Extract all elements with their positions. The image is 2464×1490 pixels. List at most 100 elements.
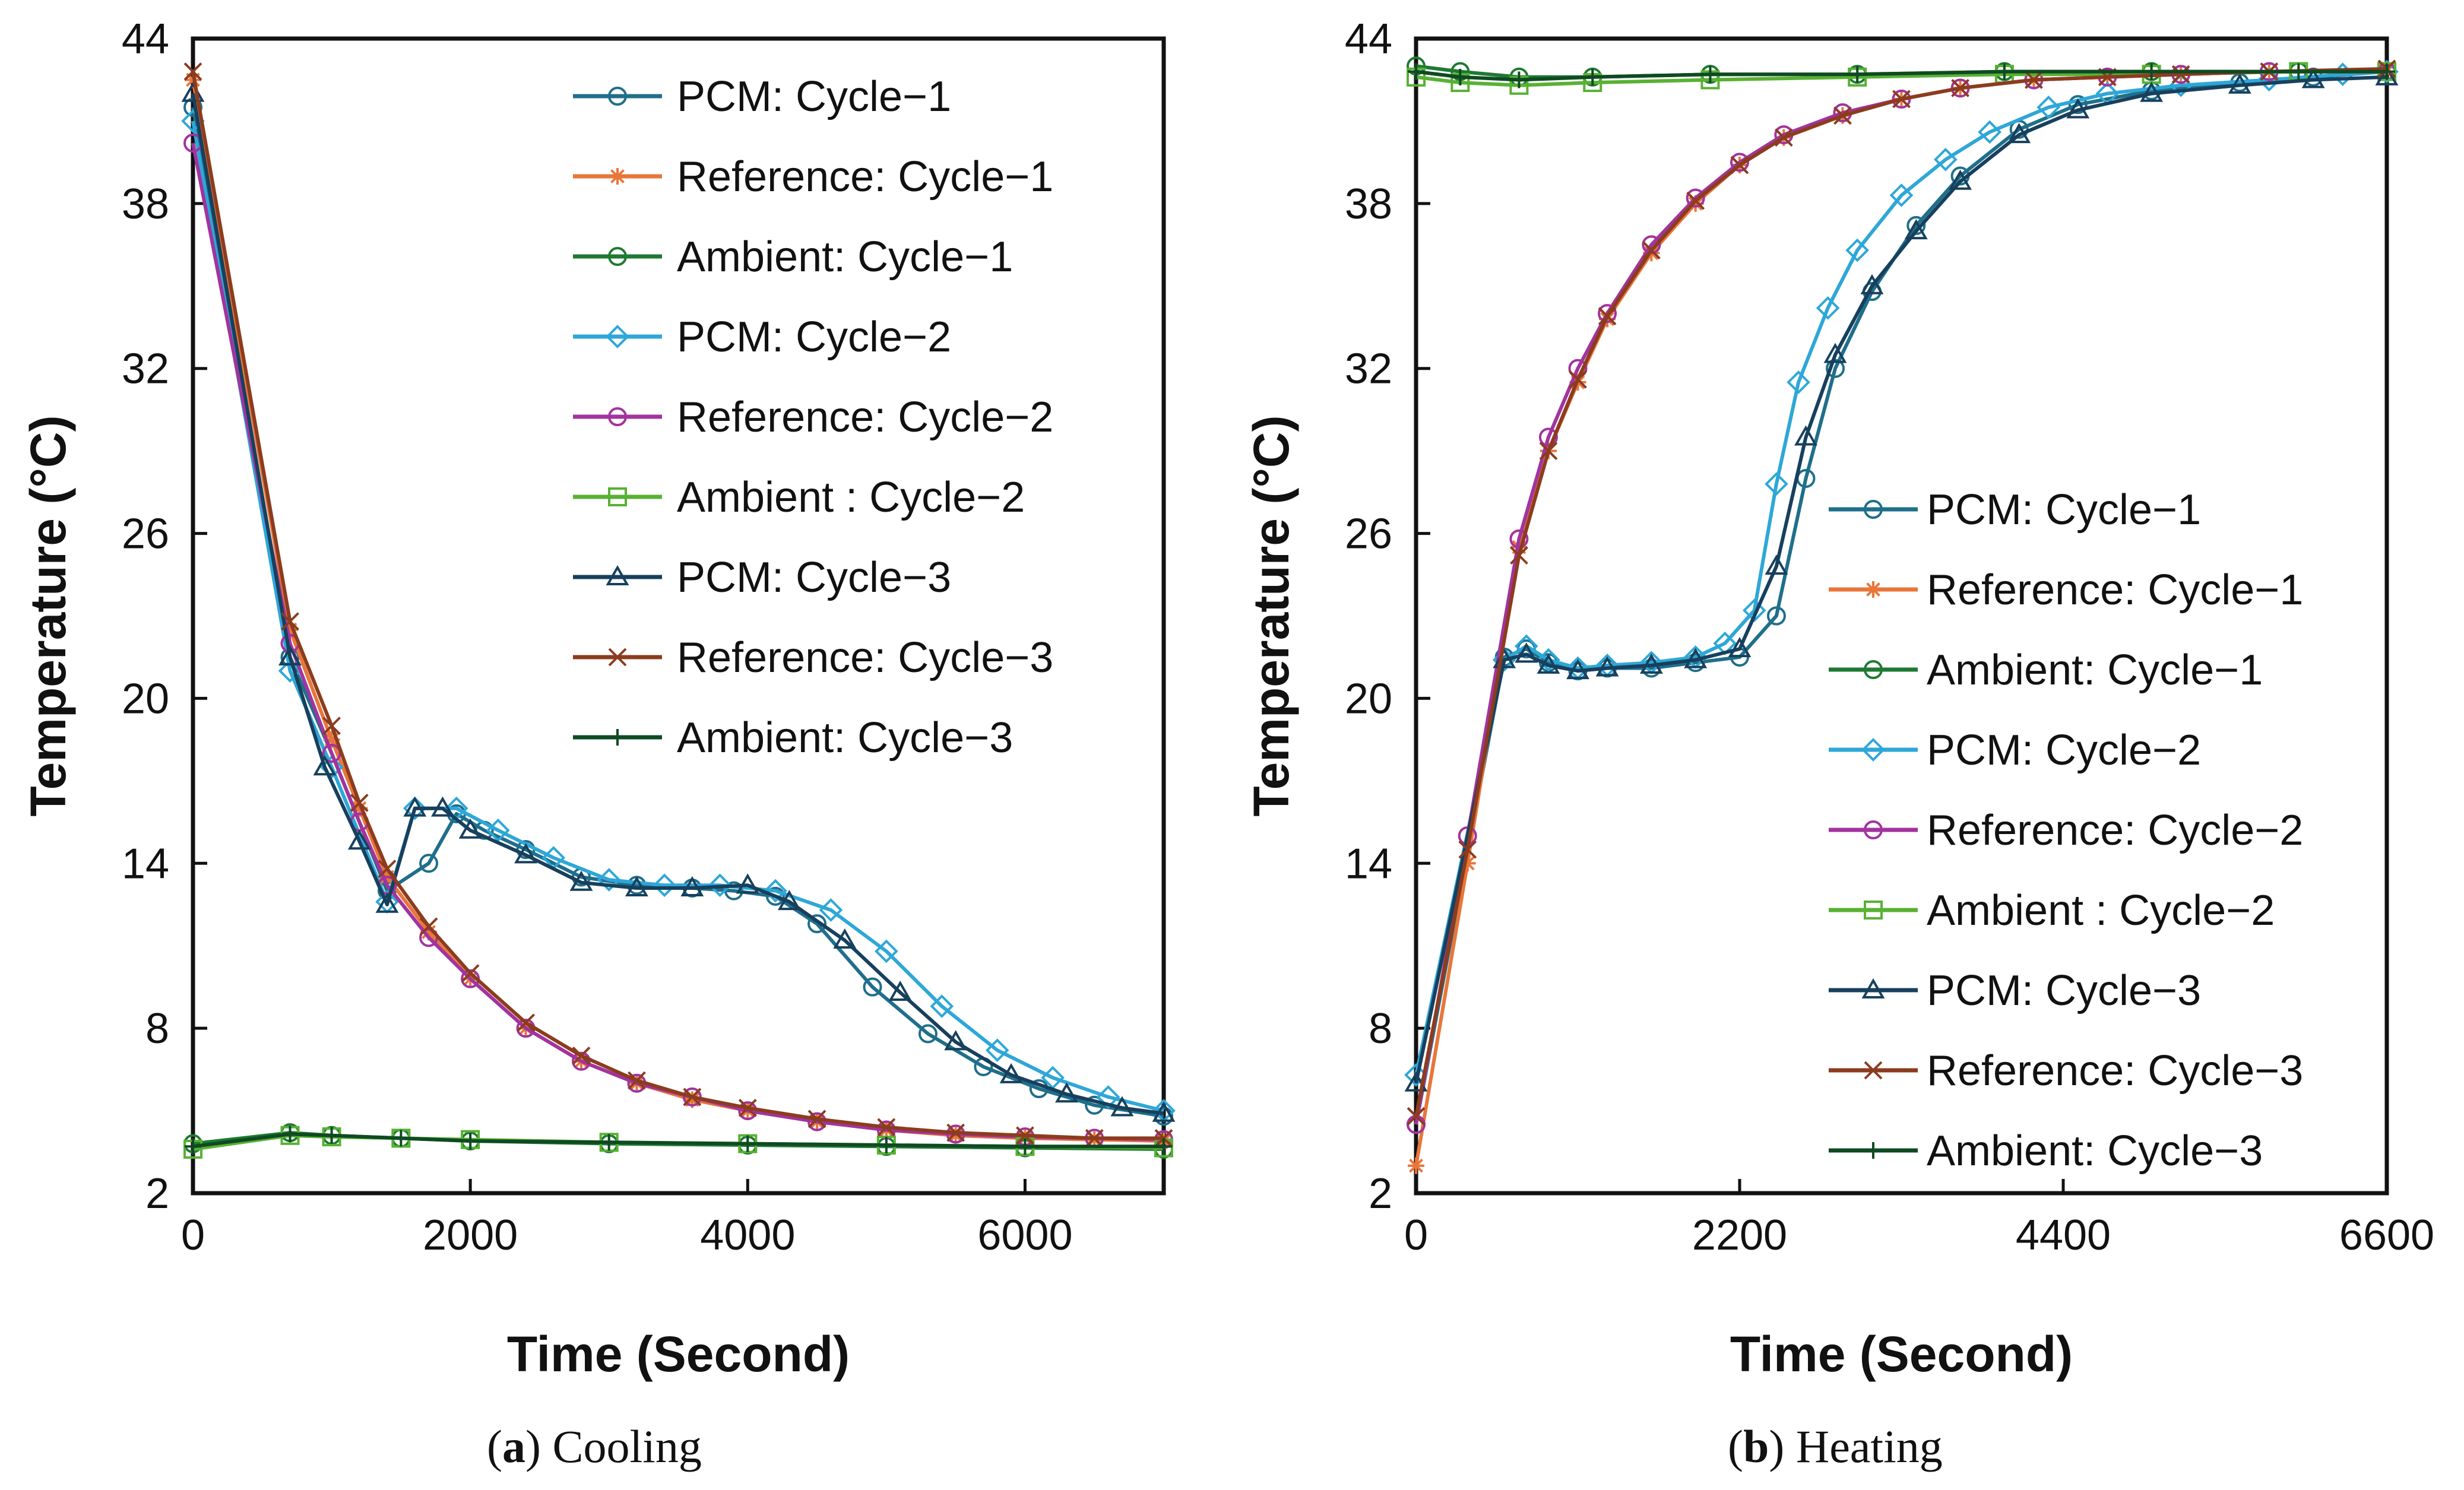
y-tick-label: 14: [122, 840, 169, 887]
data-point: [1085, 1128, 1104, 1147]
y-tick-label: 32: [1345, 345, 1392, 393]
y-tick-label: 20: [1345, 675, 1392, 722]
data-point: [323, 1127, 340, 1144]
x-tick-label: 0: [181, 1212, 205, 1259]
series-line: [191, 93, 1164, 1115]
x-tick-label: 6000: [977, 1212, 1072, 1259]
data-point: [1459, 855, 1476, 872]
data-point: [1684, 648, 1708, 668]
legend-marker: [608, 407, 627, 426]
data-point: [807, 914, 827, 934]
data-point: [1949, 169, 1972, 190]
data-point: [1730, 156, 1749, 175]
plot-frame: [191, 36, 1166, 1196]
y-axis-label: Temperature (°C): [1243, 415, 1299, 816]
data-point: [1152, 1101, 1176, 1122]
data-point: [625, 876, 648, 896]
data-point: [1889, 183, 1914, 207]
data-point: [322, 717, 341, 736]
data-point: [985, 1038, 1009, 1063]
data-point: [653, 873, 676, 898]
data-point: [1730, 153, 1749, 172]
data-point: [878, 1136, 895, 1153]
legend-label: Reference: Cycle−3: [677, 634, 1053, 681]
legend-label: PCM: Cycle−2: [677, 313, 951, 361]
data-point: [1996, 63, 2013, 80]
data-point: [1794, 425, 1817, 446]
data-point: [1096, 1085, 1120, 1109]
data-point: [1452, 68, 1469, 85]
data-point: [1816, 296, 1840, 320]
y-tick-label: 32: [122, 345, 169, 393]
legend-marker: [1861, 978, 1885, 998]
caption-cooling-letter: a: [502, 1421, 525, 1472]
data-point: [185, 1138, 201, 1155]
legend-marker: [1865, 1142, 1882, 1159]
data-point: [833, 928, 857, 949]
data-point: [1110, 1096, 1134, 1117]
legend-marker: [606, 565, 629, 585]
data-point: [1892, 90, 1911, 109]
y-tick-label: 8: [1369, 1005, 1392, 1052]
data-point: [738, 1099, 757, 1117]
legend-marker: [1861, 738, 1885, 762]
data-point: [999, 1063, 1023, 1083]
data-point: [378, 860, 397, 878]
x-axis-label: Time (Second): [1730, 1326, 2073, 1382]
data-point: [281, 612, 299, 631]
data-point: [1458, 840, 1477, 859]
data-point: [1515, 642, 1538, 663]
data-point: [918, 1024, 938, 1044]
data-point: [2301, 68, 2325, 88]
legend-label: Ambient: Cycle−3: [1927, 1127, 2263, 1175]
data-point: [1765, 554, 1788, 575]
legend-marker: [1864, 500, 1883, 519]
data-point: [1833, 106, 1852, 125]
data-point: [1569, 370, 1587, 389]
series-line: [1414, 69, 2387, 1125]
legend-label: Ambient: Cycle−1: [1927, 646, 2263, 694]
data-point: [1728, 637, 1752, 658]
data-point: [392, 1130, 410, 1147]
y-tick-label: 20: [122, 675, 169, 722]
data-point: [1849, 66, 1866, 83]
data-point: [2143, 63, 2160, 80]
data-point: [1537, 648, 1560, 672]
data-point: [1155, 1138, 1172, 1155]
data-point: [1687, 195, 1704, 212]
data-point: [183, 62, 202, 81]
legend-label: Ambient : Cycle−2: [1927, 887, 2275, 934]
x-axis-label: Time (Second): [507, 1326, 850, 1382]
caption-cooling: (a) Cooling: [487, 1421, 702, 1472]
legend-label: Reference: Cycle−2: [1927, 807, 2303, 854]
data-point: [419, 854, 439, 873]
y-tick-label: 2: [1369, 1170, 1392, 1218]
data-point: [486, 818, 510, 842]
data-point: [1538, 427, 1558, 447]
data-point: [461, 964, 480, 982]
data-point: [1765, 472, 1788, 496]
x-tick-label: 4000: [700, 1212, 795, 1259]
x-tick-label: 0: [1404, 1212, 1428, 1259]
data-point: [863, 977, 882, 997]
legend-marker: [609, 729, 626, 746]
data-point: [1823, 343, 1847, 363]
legend-label: Reference: Cycle−3: [1927, 1047, 2303, 1095]
legend-label: Reference: Cycle−1: [1927, 566, 2303, 614]
data-point: [2140, 81, 2164, 102]
data-point: [1510, 71, 1528, 88]
legend-label: PCM: Cycle−1: [1927, 486, 2201, 534]
data-point: [458, 818, 482, 839]
data-point: [807, 1109, 826, 1128]
data-point: [764, 879, 787, 903]
series-line: [1414, 69, 2387, 1076]
data-point: [875, 939, 898, 963]
y-tick-label: 38: [122, 180, 169, 228]
y-tick-label: 2: [145, 1170, 169, 1218]
x-tick-label: 2200: [1692, 1212, 1787, 1259]
data-point: [2037, 95, 2061, 119]
data-point: [1408, 63, 1424, 80]
data-point: [1951, 78, 1970, 97]
data-point: [1537, 653, 1560, 674]
data-point: [572, 1047, 591, 1065]
